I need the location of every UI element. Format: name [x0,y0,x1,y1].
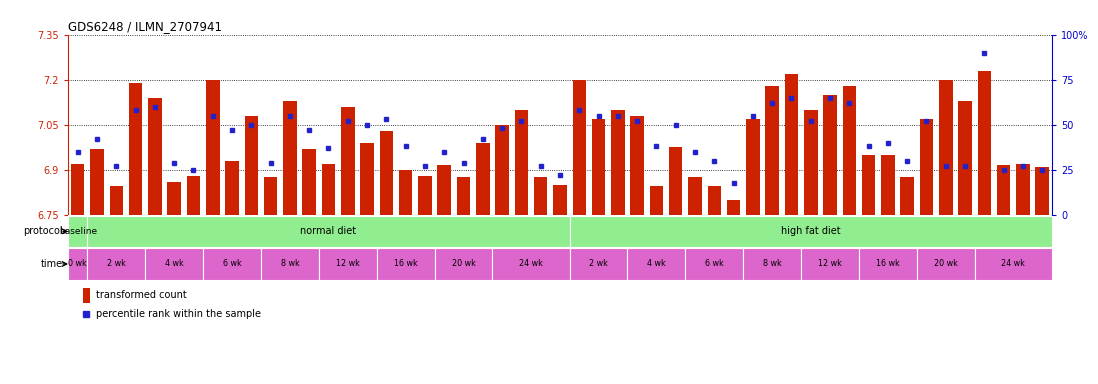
Text: 12 wk: 12 wk [336,260,360,268]
Bar [302,149,316,215]
Text: time: time [41,259,63,269]
Text: GDS6248 / ILMN_2707941: GDS6248 / ILMN_2707941 [68,20,222,33]
Bar [534,177,548,215]
Text: high fat diet: high fat diet [781,226,841,237]
Bar [977,71,991,215]
Bar [495,125,508,215]
Bar [743,248,802,280]
Bar [399,170,413,215]
Bar [68,248,88,280]
Bar [457,177,470,215]
Bar [245,116,258,215]
Bar [859,248,917,280]
Bar [167,182,181,215]
Text: 20 wk: 20 wk [451,260,475,268]
Bar [1035,167,1049,215]
Bar [493,248,570,280]
Text: baseline: baseline [58,227,97,236]
Text: 20 wk: 20 wk [934,260,957,268]
Bar [627,248,685,280]
Bar [669,147,683,215]
Bar [804,110,818,215]
Bar [1016,164,1030,215]
Bar [203,248,261,280]
Bar [650,187,663,215]
Text: 24 wk: 24 wk [1001,260,1026,268]
Text: protocol: protocol [23,226,63,237]
Bar [88,216,570,247]
Text: 8 wk: 8 wk [763,260,782,268]
Text: 6 wk: 6 wk [223,260,242,268]
Bar [630,116,643,215]
Bar [592,119,605,215]
Bar [341,107,355,215]
Bar [68,216,88,247]
Text: 12 wk: 12 wk [818,260,842,268]
Text: 6 wk: 6 wk [705,260,724,268]
Bar [90,149,104,215]
Bar [747,119,760,215]
Bar [802,248,859,280]
Bar [264,177,278,215]
Bar [612,110,625,215]
Text: percentile rank within the sample: percentile rank within the sample [96,309,260,319]
Bar [900,177,914,215]
Bar [206,80,220,215]
Bar [477,143,490,215]
Bar [824,95,837,215]
Bar [110,187,123,215]
Bar [842,86,856,215]
Bar [882,155,895,215]
Bar [377,248,435,280]
Text: normal diet: normal diet [301,226,357,237]
Bar [920,119,933,215]
Bar [318,248,377,280]
Bar [785,74,798,215]
Bar [82,288,90,303]
Bar [939,80,953,215]
Bar [707,187,721,215]
Bar [553,185,567,215]
Bar [572,80,586,215]
Bar [225,161,238,215]
Bar [128,83,143,215]
Bar [261,248,318,280]
Bar [322,164,335,215]
Text: 8 wk: 8 wk [281,260,300,268]
Bar [283,101,296,215]
Text: 4 wk: 4 wk [647,260,665,268]
Bar [145,248,203,280]
Bar [88,248,145,280]
Bar [570,216,1052,247]
Text: 4 wk: 4 wk [165,260,183,268]
Bar [148,98,161,215]
Bar [71,164,85,215]
Bar [765,86,778,215]
Text: 16 wk: 16 wk [876,260,899,268]
Text: 24 wk: 24 wk [519,260,544,268]
Bar [360,143,373,215]
Bar [515,110,528,215]
Bar [418,176,432,215]
Bar [688,177,702,215]
Bar [997,166,1010,215]
Text: 16 wk: 16 wk [394,260,417,268]
Bar [727,200,740,215]
Text: transformed count: transformed count [96,290,187,300]
Text: 2 wk: 2 wk [107,260,126,268]
Text: 2 wk: 2 wk [590,260,608,268]
Bar [917,248,975,280]
Bar [975,248,1052,280]
Bar [959,101,972,215]
Bar [435,248,493,280]
Bar [187,176,200,215]
Bar [685,248,743,280]
Bar [570,248,627,280]
Bar [380,131,393,215]
Bar [437,166,451,215]
Bar [862,155,875,215]
Text: 0 wk: 0 wk [68,260,87,268]
